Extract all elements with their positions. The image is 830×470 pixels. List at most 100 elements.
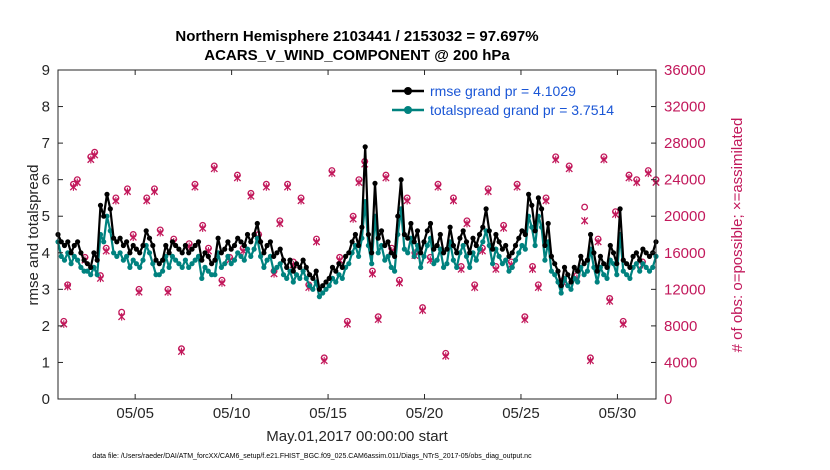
rmse-point <box>218 250 224 256</box>
totalspread-point <box>532 242 538 249</box>
y-axis-label-right: # of obs: o=possible; ×=assimilated <box>729 118 746 353</box>
totalspread-point <box>150 261 156 267</box>
y-left-axis: 0 1 2 3 4 5 6 7 8 9 <box>42 62 63 408</box>
obs-assimilated-marker <box>542 196 550 205</box>
rmse-point <box>578 253 584 259</box>
totalspread-point <box>604 275 610 281</box>
rmse-point <box>516 235 522 241</box>
totalspread-point <box>88 272 94 278</box>
totalspread-point <box>594 279 600 285</box>
rmse-point <box>362 144 368 150</box>
totalspread-point <box>620 268 626 274</box>
totalspread-point <box>244 246 251 252</box>
totalspread-point <box>280 272 287 278</box>
totalspread-point <box>627 275 633 281</box>
y-right-tick-label: 28000 <box>664 135 706 152</box>
obs-assimilated-marker <box>283 183 292 191</box>
rmse-point <box>326 275 332 281</box>
totalspread-point <box>58 253 64 259</box>
rmse-point <box>382 242 388 249</box>
rmse-point <box>199 257 205 263</box>
obs-assimilated-marker <box>199 224 207 232</box>
y-left-tick-label: 2 <box>42 318 50 335</box>
totalspread-point <box>303 275 309 281</box>
rmse-point <box>545 220 551 227</box>
totalspread-point <box>646 268 653 274</box>
rmse-point <box>333 268 339 274</box>
rmse-point <box>277 246 283 252</box>
totalspread-point <box>506 268 512 274</box>
totalspread-point <box>284 275 290 281</box>
totalspread-point <box>467 264 473 270</box>
totalspread-point <box>375 250 381 256</box>
rmse-point <box>385 239 391 245</box>
totalspread-point <box>231 257 238 263</box>
totalspread-point <box>490 261 496 267</box>
rmse-point <box>584 257 591 263</box>
rmse-point <box>359 224 365 230</box>
totalspread-point <box>274 264 280 270</box>
rmse-point <box>486 228 492 234</box>
rmse-point <box>290 268 296 274</box>
rmse-point <box>535 195 542 201</box>
rmse-point <box>274 250 280 256</box>
rmse-point <box>555 268 561 274</box>
rmse-point <box>81 257 87 263</box>
rmse-point <box>522 231 528 238</box>
rmse-point <box>529 202 535 208</box>
rmse-point <box>244 231 251 238</box>
totalspread-point <box>581 272 587 278</box>
rmse-point <box>150 242 156 249</box>
rmse-point <box>120 242 126 249</box>
totalspread-point <box>424 242 430 249</box>
rmse-point <box>264 242 270 249</box>
totalspread-point <box>137 264 143 270</box>
obs-assimilated-marker <box>611 210 620 219</box>
totalspread-point <box>290 279 296 285</box>
rmse-point <box>375 235 381 241</box>
rmse-point <box>124 239 130 245</box>
totalspread-point <box>411 253 417 259</box>
totalspread-point <box>156 272 162 278</box>
y-right-tick-label: 36000 <box>664 62 706 79</box>
legend-spread-marker <box>404 106 412 114</box>
rmse-point <box>176 246 182 252</box>
totalspread-point <box>624 272 630 278</box>
obs-assimilated-marker <box>513 183 521 191</box>
obs-assimilated-marker <box>156 228 164 237</box>
rmse-point <box>343 253 349 259</box>
rmse-point <box>388 250 394 256</box>
rmse-point <box>483 206 489 212</box>
obs-assimilated-marker <box>297 196 305 205</box>
totalspread-point <box>431 261 437 267</box>
rmse-point <box>640 246 646 252</box>
rmse-point <box>503 242 509 249</box>
rmse-point <box>320 283 326 289</box>
rmse-point <box>75 239 81 245</box>
y-right-tick-label: 32000 <box>664 99 706 116</box>
totalspread-point <box>186 264 192 270</box>
totalspread-point <box>392 268 398 274</box>
obs-assimilated-marker <box>112 196 120 205</box>
obs-assimilated-marker <box>442 352 450 360</box>
obs-assimilated-marker <box>382 173 390 182</box>
totalspread-point <box>84 268 90 274</box>
obs-assimilated-marker <box>586 356 595 365</box>
rmse-point <box>476 231 483 238</box>
rmse-point <box>316 286 322 292</box>
rmse-point <box>454 250 460 256</box>
rmse-point <box>460 228 466 234</box>
rmse-point <box>293 261 300 267</box>
totalspread-point <box>189 261 195 267</box>
totalspread-point <box>575 279 581 285</box>
obs-assimilated-marker <box>471 283 479 292</box>
y-left-tick-label: 0 <box>42 391 50 408</box>
totalspread-point <box>463 253 470 259</box>
obs-assimilated-marker <box>73 178 81 187</box>
totalspread-point <box>202 264 208 270</box>
rmse-point <box>195 239 202 245</box>
obs-assimilated-marker <box>218 279 226 287</box>
totalspread-point <box>261 264 267 270</box>
legend-box <box>386 77 555 125</box>
